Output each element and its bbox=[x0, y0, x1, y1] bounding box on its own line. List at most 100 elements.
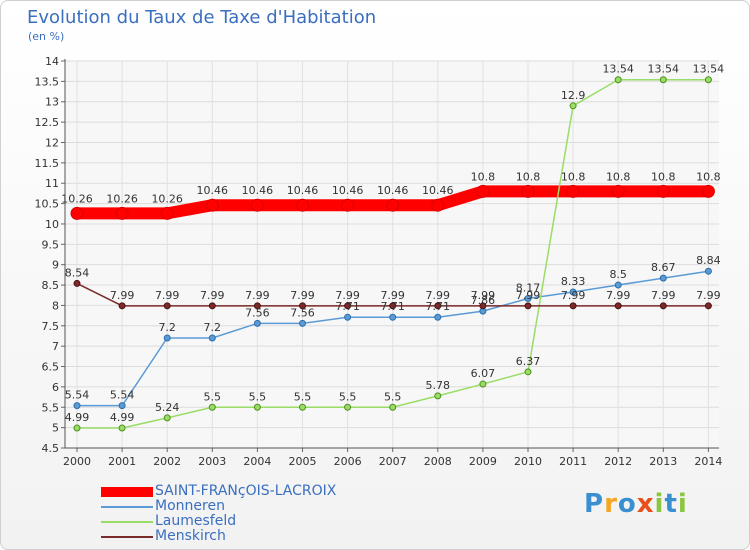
series-0-point bbox=[476, 184, 490, 198]
series-1-point bbox=[344, 313, 352, 321]
series-1-data-label: 7.71 bbox=[335, 300, 360, 313]
logo-letter: P bbox=[584, 489, 605, 519]
series-2-data-label: 4.99 bbox=[65, 411, 90, 424]
series-3-point bbox=[208, 302, 216, 310]
legend-swatch bbox=[101, 535, 153, 538]
series-3-point bbox=[118, 302, 126, 310]
legend-label: SAINT-FRANçOIS-LACROIX bbox=[155, 483, 337, 499]
x-tick-label: 2011 bbox=[559, 455, 587, 468]
series-1-point bbox=[73, 402, 81, 410]
series-0-point bbox=[566, 184, 580, 198]
series-2-data-label: 5.5 bbox=[339, 390, 357, 403]
series-0-data-label: 10.8 bbox=[516, 170, 541, 183]
series-2-data-label: 5.5 bbox=[384, 390, 402, 403]
y-tick-label: 7 bbox=[52, 340, 59, 353]
y-tick-label: 12.5 bbox=[35, 116, 60, 129]
series-3-point bbox=[434, 302, 442, 310]
series-3-point bbox=[253, 302, 261, 310]
series-3-point bbox=[299, 302, 306, 310]
chart-subtitle: (en %) bbox=[28, 30, 65, 43]
series-3-data-label: 7.99 bbox=[561, 289, 586, 302]
series-1-data-label: 8.17 bbox=[516, 281, 541, 294]
series-1-point bbox=[253, 319, 261, 327]
series-3-data-label: 7.99 bbox=[110, 289, 135, 302]
series-2-point bbox=[208, 403, 216, 411]
y-tick-label: 11 bbox=[45, 177, 59, 190]
series-0-data-label: 10.8 bbox=[471, 170, 496, 183]
y-tick-label: 11.5 bbox=[35, 157, 60, 170]
series-0-data-label: 10.46 bbox=[377, 184, 409, 197]
series-0-data-label: 10.26 bbox=[106, 192, 138, 205]
y-tick-label: 7.5 bbox=[42, 320, 60, 333]
logo-letter: o bbox=[617, 489, 637, 519]
series-2-point bbox=[479, 380, 487, 388]
series-2-data-label: 13.54 bbox=[693, 63, 725, 76]
series-0-data-label: 10.46 bbox=[197, 184, 229, 197]
x-tick-label: 2002 bbox=[153, 455, 181, 468]
series-3-data-label: 7.99 bbox=[516, 289, 541, 302]
y-tick-label: 8.5 bbox=[42, 279, 60, 292]
series-2-point bbox=[389, 403, 397, 411]
series-1-data-label: 7.2 bbox=[204, 321, 222, 334]
series-1-point bbox=[163, 334, 171, 342]
series-0-data-label: 10.8 bbox=[561, 170, 586, 183]
y-tick-label: 14 bbox=[45, 55, 59, 68]
x-tick-label: 2010 bbox=[514, 455, 542, 468]
x-tick-label: 2009 bbox=[469, 455, 497, 468]
logo-letter: x bbox=[636, 489, 655, 519]
series-3-data-label: 7.99 bbox=[335, 289, 360, 302]
series-1-point bbox=[524, 294, 532, 302]
series-0-point bbox=[250, 198, 264, 212]
series-3-data-label: 7.99 bbox=[651, 289, 676, 302]
series-3-point bbox=[389, 302, 397, 310]
x-tick-label: 2005 bbox=[289, 455, 317, 468]
series-1-data-label: 8.5 bbox=[609, 268, 627, 281]
x-tick-label: 2012 bbox=[604, 455, 632, 468]
legend-swatch bbox=[101, 486, 153, 497]
series-2-data-label: 4.99 bbox=[110, 411, 135, 424]
series-1-data-label: 8.84 bbox=[696, 254, 721, 267]
x-tick-label: 2008 bbox=[424, 455, 452, 468]
x-tick-label: 2004 bbox=[243, 455, 271, 468]
series-0-point bbox=[656, 184, 670, 198]
series-0-point bbox=[521, 184, 535, 198]
y-tick-label: 10 bbox=[45, 218, 59, 231]
series-1-data-label: 7.71 bbox=[426, 300, 451, 313]
series-1-point bbox=[118, 402, 126, 410]
series-1-point bbox=[569, 288, 577, 296]
series-3-data-label: 7.99 bbox=[471, 289, 496, 302]
series-1-point bbox=[208, 334, 216, 342]
legend-item: Laumesfeld bbox=[101, 514, 336, 529]
series-0-data-label: 10.26 bbox=[61, 192, 93, 205]
legend-label: Laumesfeld bbox=[155, 513, 237, 529]
series-1-data-label: 5.54 bbox=[65, 389, 90, 402]
series-0-point bbox=[431, 198, 445, 212]
series-2-data-label: 5.5 bbox=[294, 390, 312, 403]
series-1-data-label: 8.67 bbox=[651, 261, 676, 274]
series-0-data-label: 10.8 bbox=[606, 170, 631, 183]
series-3-data-label: 7.99 bbox=[290, 289, 315, 302]
series-1-data-label: 8.33 bbox=[561, 275, 586, 288]
series-2-point bbox=[614, 76, 622, 84]
y-tick-label: 10.5 bbox=[35, 198, 60, 211]
series-3-point bbox=[569, 302, 577, 310]
series-0-data-label: 10.46 bbox=[332, 184, 364, 197]
legend-swatch bbox=[101, 505, 153, 508]
series-3-point bbox=[614, 302, 622, 310]
series-3-data-label: 8.54 bbox=[65, 266, 90, 279]
series-0-point bbox=[296, 198, 309, 212]
series-2-point bbox=[569, 102, 577, 110]
series-2-data-label: 6.37 bbox=[516, 355, 541, 368]
series-3-point bbox=[479, 302, 487, 310]
series-2-data-label: 5.5 bbox=[204, 390, 222, 403]
series-0-data-label: 10.26 bbox=[151, 192, 183, 205]
x-tick-label: 2006 bbox=[334, 455, 362, 468]
x-tick-label: 2003 bbox=[198, 455, 226, 468]
y-tick-label: 13.5 bbox=[35, 75, 60, 88]
y-tick-label: 8 bbox=[52, 299, 59, 312]
series-2-data-label: 12.9 bbox=[561, 89, 586, 102]
series-3-data-label: 7.99 bbox=[200, 289, 225, 302]
x-tick-label: 2007 bbox=[379, 455, 407, 468]
series-3-data-label: 7.99 bbox=[245, 289, 270, 302]
